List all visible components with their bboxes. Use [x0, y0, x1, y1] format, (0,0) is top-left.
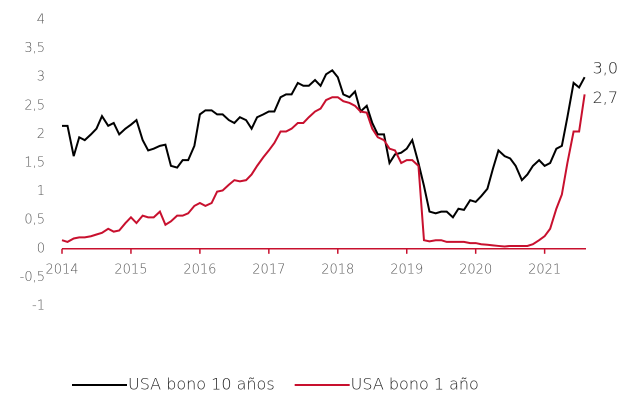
y-tick-label: 4	[37, 13, 45, 28]
end-label: 2,7	[593, 88, 618, 107]
y-tick-label: -1	[32, 299, 45, 314]
x-tick-label: 2014	[45, 262, 78, 277]
y-tick-label: 0	[37, 241, 45, 256]
x-tick-label: 2020	[459, 262, 492, 277]
series-line	[62, 69, 586, 219]
x-tick-label: 2015	[114, 262, 147, 277]
series-line	[61, 94, 586, 248]
y-tick-label: 2	[37, 127, 45, 142]
x-tick-label: 2017	[252, 262, 285, 277]
y-tick-label: 1,5	[24, 156, 45, 171]
x-tick-label: 2018	[321, 262, 354, 277]
x-tick-label: 2019	[390, 262, 423, 277]
legend-label: USA bono 1 año	[351, 375, 479, 394]
y-tick-label: 1	[37, 184, 45, 199]
y-tick-label: 2,5	[24, 98, 45, 113]
x-tick-label: 2021	[528, 262, 561, 277]
legend-label: USA bono 10 años	[128, 375, 275, 394]
x-tick-label: 2016	[183, 262, 216, 277]
y-tick-label: 3	[37, 70, 45, 85]
y-tick-label: 0,5	[24, 213, 45, 228]
end-label: 3,0	[593, 59, 618, 78]
y-tick-label: -0,5	[20, 270, 45, 285]
y-tick-label: 3,5	[24, 41, 45, 56]
